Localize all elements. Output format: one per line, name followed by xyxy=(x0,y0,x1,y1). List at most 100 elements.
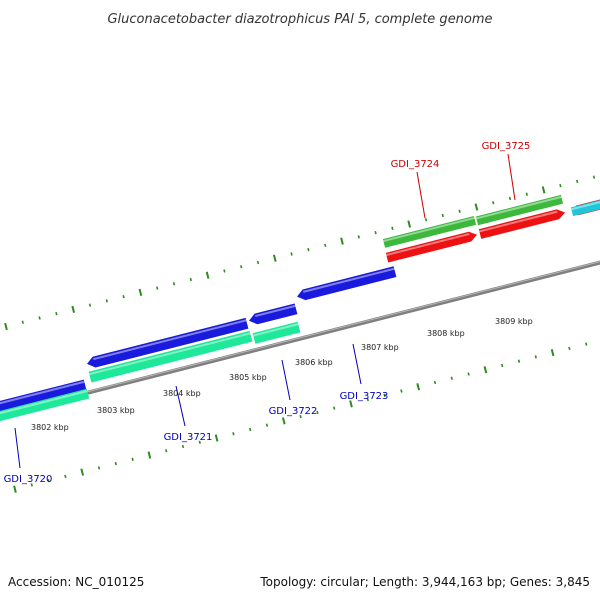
topology-summary-text: Topology: circular; Length: 3,944,163 bp… xyxy=(259,575,590,589)
outer-ring-major-tick xyxy=(71,305,76,314)
accession-text: Accession: NC_010125 xyxy=(8,575,144,589)
tick-label: 3809 kbp xyxy=(495,317,533,326)
outer-ring-minor-tick xyxy=(21,320,24,324)
map-body: 3802 kbp 3803 kbp 3804 kbp 3805 kbp 3806 kbp… xyxy=(0,141,600,493)
gene-label-leader xyxy=(416,171,426,219)
inner-ring-minor-tick xyxy=(30,483,33,487)
outer-ring-minor-tick xyxy=(55,312,58,316)
tick-label: 3806 kbp xyxy=(295,358,333,367)
outer-ring-minor-tick xyxy=(122,294,125,299)
outer-ring-minor-tick xyxy=(508,196,512,201)
reverse-gene-feature xyxy=(252,321,301,344)
reverse-gene-feature-body xyxy=(88,330,253,383)
forward-cds-feature xyxy=(475,194,564,226)
tick-labels: 3802 kbp 3803 kbp 3804 kbp 3805 kbp 3806 kbp… xyxy=(31,317,533,432)
tick-label: 3808 kbp xyxy=(427,329,465,338)
outer-ring-minor-tick xyxy=(156,286,159,290)
outer-ring-minor-tick xyxy=(240,265,243,269)
outer-ring-minor-tick xyxy=(492,201,495,205)
outer-ring-major-tick xyxy=(340,237,344,245)
inner-ring-minor-tick xyxy=(131,457,134,461)
inner-ring-minor-tick xyxy=(568,346,571,351)
outer-ring-minor-tick xyxy=(576,179,579,184)
gene-label-leader xyxy=(281,359,291,401)
outer-ring-major-tick xyxy=(541,186,546,194)
reverse-feature-track xyxy=(0,266,397,422)
backbone-highlight xyxy=(0,261,600,415)
inner-ring-major-tick xyxy=(80,468,85,476)
gene-label: GDI_3722 xyxy=(269,406,318,417)
outer-ring-minor-tick xyxy=(458,209,461,213)
outer-ring-major-tick xyxy=(272,254,277,262)
reverse-cds-feature-highlight xyxy=(0,380,85,405)
outer-ring-major-tick xyxy=(474,203,479,211)
inner-ring-minor-tick xyxy=(265,423,269,427)
reverse-cds-feature-highlight xyxy=(303,267,395,293)
outer-tick-ring xyxy=(4,175,596,331)
forward-cds-feature-body xyxy=(382,216,477,248)
outer-ring-major-tick xyxy=(138,288,143,296)
forward-gene-feature-body xyxy=(478,209,565,239)
forward-gene-feature-body xyxy=(385,231,477,263)
gene-label: GDI_3725 xyxy=(482,141,531,152)
reverse-cds-feature xyxy=(249,303,298,325)
forward-gene-feature-highlight xyxy=(386,232,470,257)
outer-ring-minor-tick xyxy=(189,277,192,282)
tick-label: 3802 kbp xyxy=(31,423,69,432)
reverse-cds-feature xyxy=(0,379,87,412)
inner-tick-ring xyxy=(13,342,588,493)
inner-ring-minor-tick xyxy=(316,410,319,415)
gene-label: GDI_3720 xyxy=(4,474,53,485)
other-feature-body xyxy=(570,200,600,217)
inner-ring-minor-tick xyxy=(114,461,117,466)
outer-ring-minor-tick xyxy=(172,282,176,286)
inner-ring-major-tick xyxy=(13,485,17,493)
gene-label-leader xyxy=(14,427,21,469)
gene-label-leader xyxy=(507,153,516,201)
tick-label: 3805 kbp xyxy=(229,373,267,382)
inner-ring-major-tick xyxy=(214,434,219,442)
outer-ring-minor-tick xyxy=(357,235,360,239)
inner-ring-major-tick xyxy=(281,417,286,425)
tick-label: 3807 kbp xyxy=(361,343,399,352)
inner-ring-minor-tick xyxy=(400,389,403,393)
forward-cds-feature-body xyxy=(475,194,564,226)
inner-ring-minor-tick xyxy=(165,449,168,453)
outer-ring-minor-tick xyxy=(391,226,394,230)
reverse-gene-feature xyxy=(88,330,253,383)
forward-gene-feature xyxy=(385,231,477,263)
reverse-cds-feature-body xyxy=(249,303,298,325)
outer-ring-minor-tick xyxy=(441,213,444,218)
inner-ring-major-tick xyxy=(550,349,555,357)
reverse-cds-feature-body xyxy=(87,317,249,368)
inner-ring-minor-tick xyxy=(366,397,369,402)
outer-ring-minor-tick xyxy=(105,299,108,303)
reverse-cds-feature-highlight xyxy=(93,319,247,361)
inner-ring-minor-tick xyxy=(64,474,67,479)
gene-label: GDI_3723 xyxy=(340,391,389,402)
inner-ring-minor-tick xyxy=(450,376,453,380)
forward-cds-feature-highlight xyxy=(383,216,475,243)
inner-ring-minor-tick xyxy=(299,414,302,419)
inner-ring-minor-tick xyxy=(585,342,588,346)
outer-ring-minor-tick xyxy=(324,243,327,248)
inner-ring-minor-tick xyxy=(97,466,101,470)
outer-ring-minor-tick xyxy=(559,184,562,188)
outer-ring-minor-tick xyxy=(88,303,92,307)
outer-ring-major-tick xyxy=(4,322,8,331)
outer-ring-minor-tick xyxy=(38,316,41,320)
inner-ring-minor-tick xyxy=(232,432,235,436)
inner-ring-minor-tick xyxy=(47,479,50,483)
outer-ring-minor-tick xyxy=(256,260,260,265)
inner-ring-major-tick xyxy=(147,451,152,459)
reverse-gene-feature xyxy=(0,388,90,422)
outer-ring-minor-tick xyxy=(223,269,226,273)
forward-gene-feature-highlight xyxy=(479,210,558,233)
reverse-cds-feature-body xyxy=(297,266,397,301)
outer-ring-minor-tick xyxy=(592,175,596,179)
outer-ring-minor-tick xyxy=(307,248,310,252)
inner-ring-major-tick xyxy=(416,383,421,391)
tick-label: 3803 kbp xyxy=(97,406,135,415)
gene-label-leader xyxy=(175,385,186,427)
